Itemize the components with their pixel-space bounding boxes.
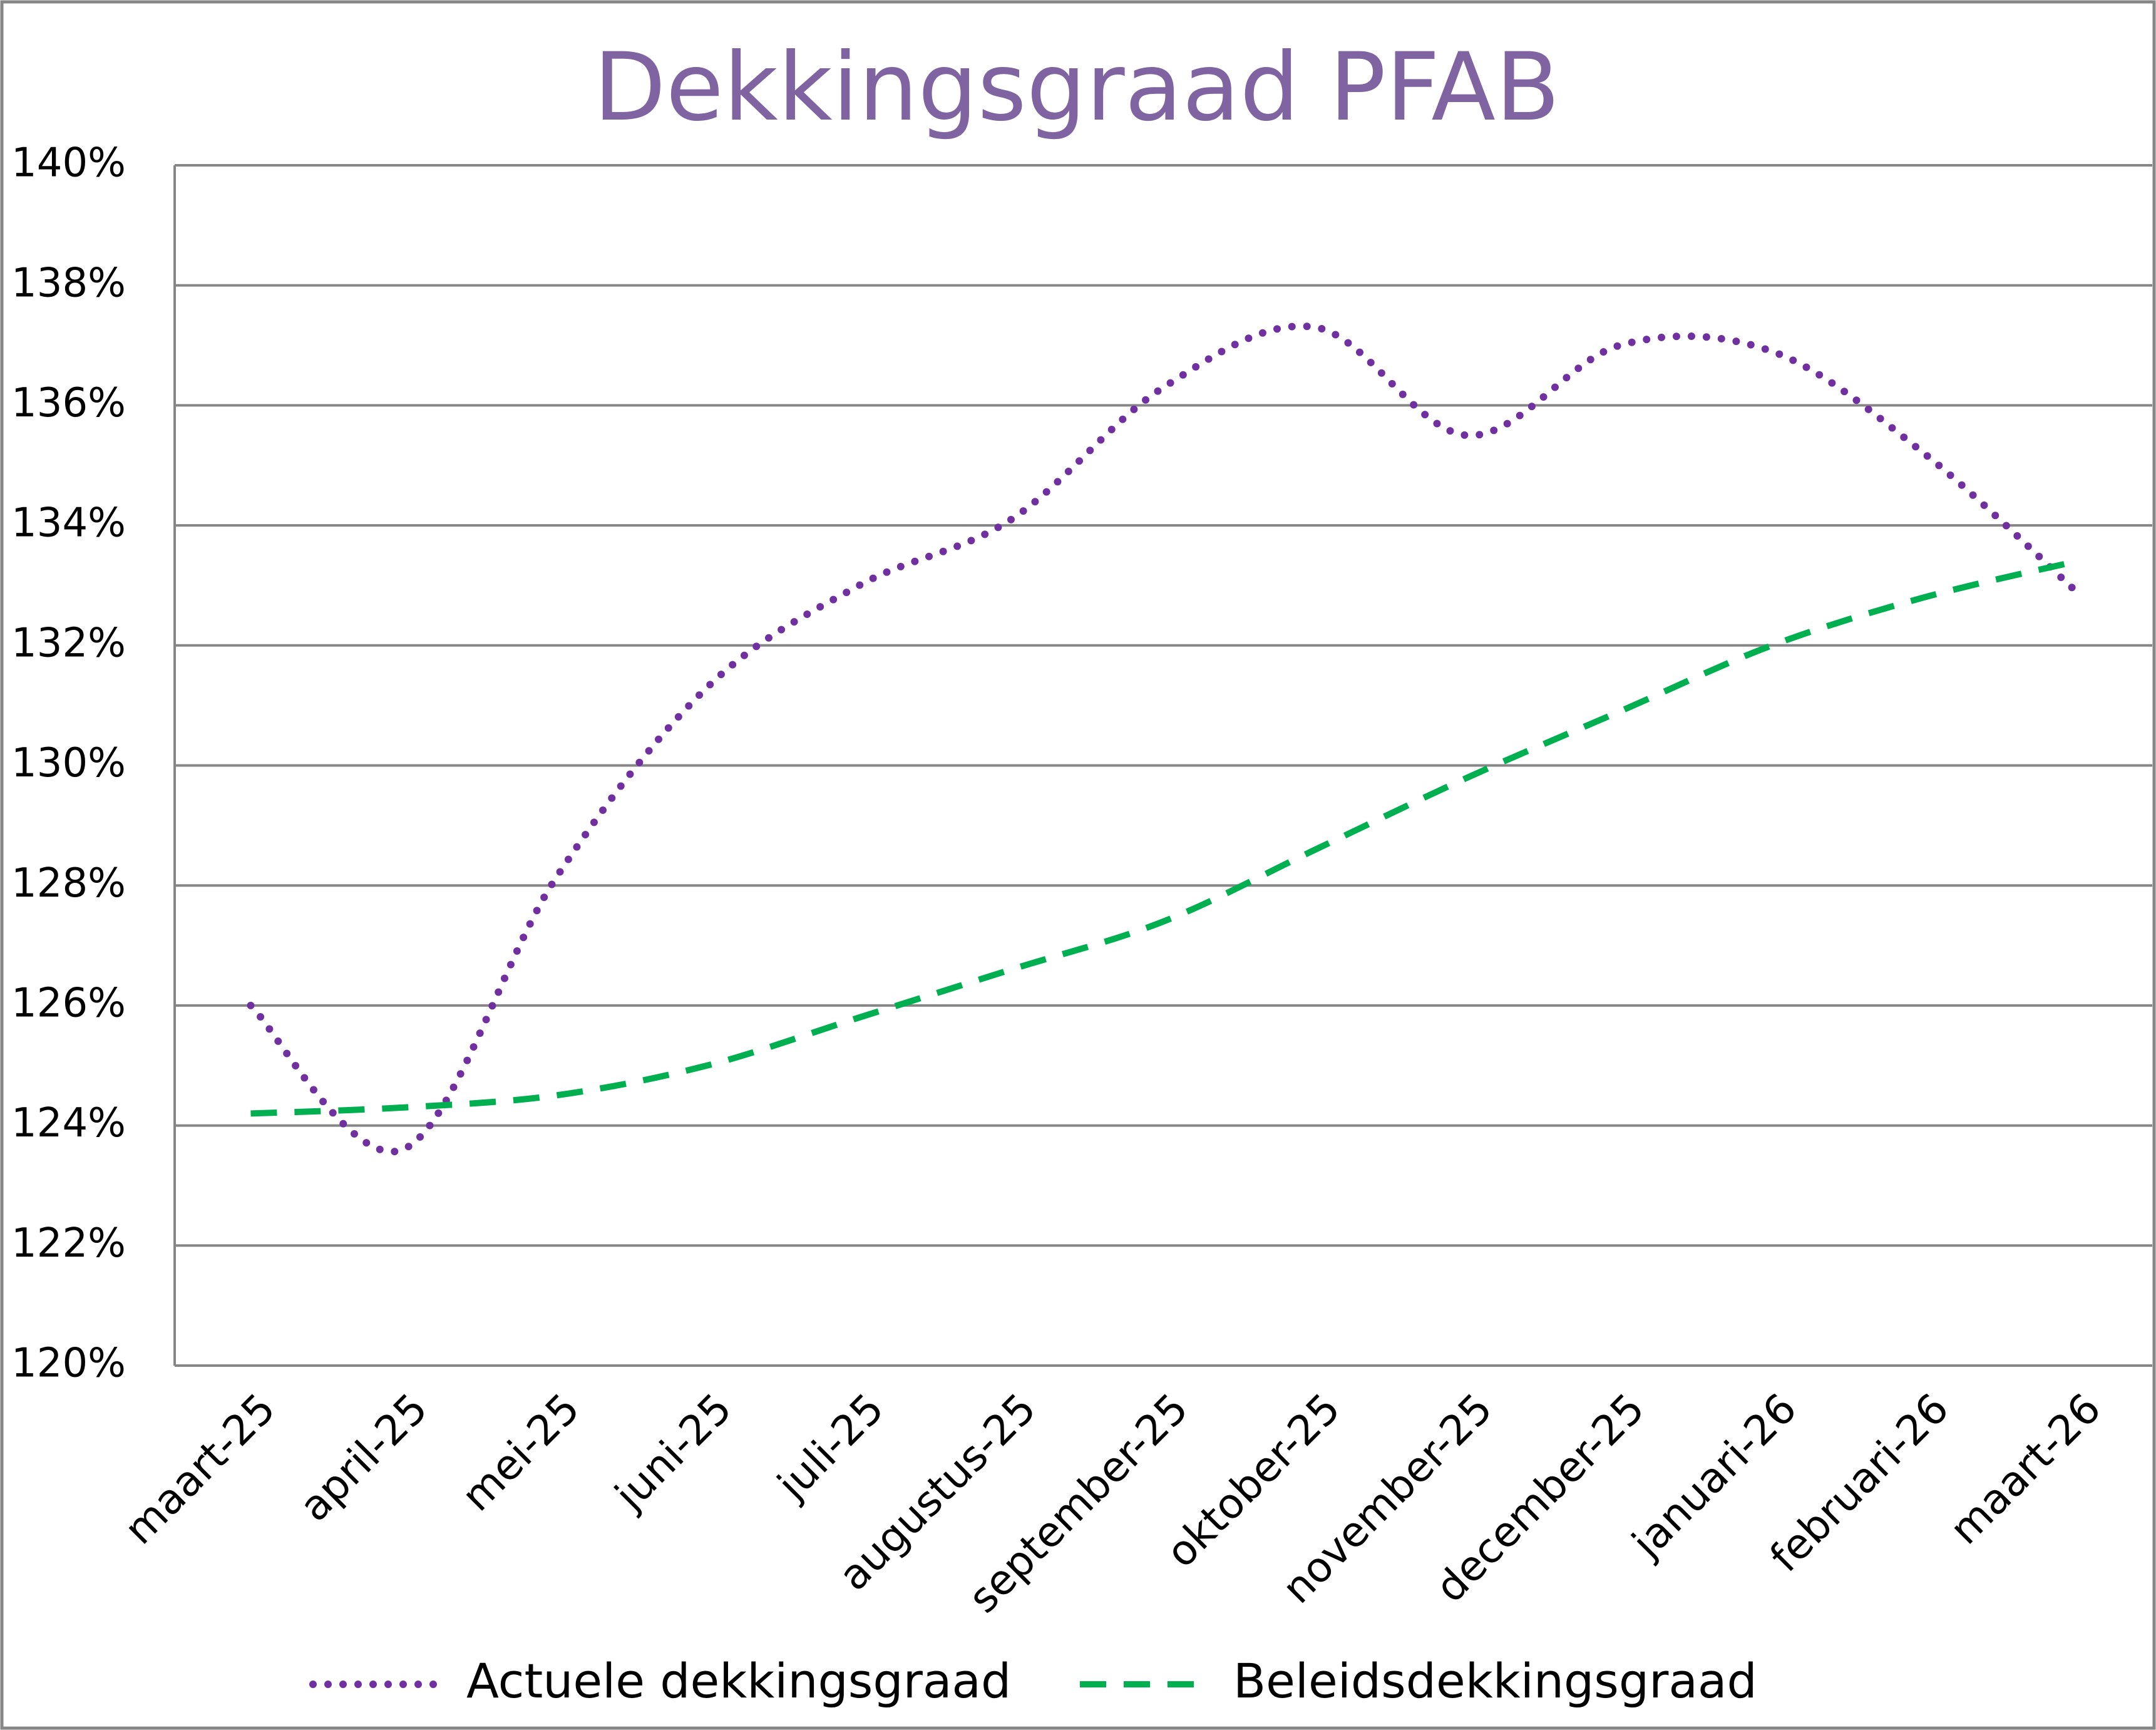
- chart-title: Dekkingsgraad PFAB: [593, 33, 1560, 142]
- y-tick-label: 128%: [11, 860, 126, 907]
- y-tick-label: 140%: [11, 140, 126, 187]
- y-tick-label: 138%: [11, 260, 126, 306]
- y-tick-label: 136%: [11, 380, 126, 426]
- y-tick-label: 124%: [11, 1100, 126, 1146]
- y-tick-label: 120%: [11, 1341, 126, 1387]
- y-tick-label: 132%: [11, 620, 126, 666]
- y-tick-label: 122%: [11, 1220, 126, 1267]
- legend-label: Beleidsdekkingsgraad: [1233, 1653, 1757, 1709]
- y-tick-label: 134%: [11, 500, 126, 547]
- y-tick-label: 126%: [11, 980, 126, 1026]
- series-line: [247, 322, 2080, 1156]
- legend-label: Actuele dekkingsgraad: [466, 1653, 1011, 1709]
- y-tick-label: 130%: [11, 740, 126, 786]
